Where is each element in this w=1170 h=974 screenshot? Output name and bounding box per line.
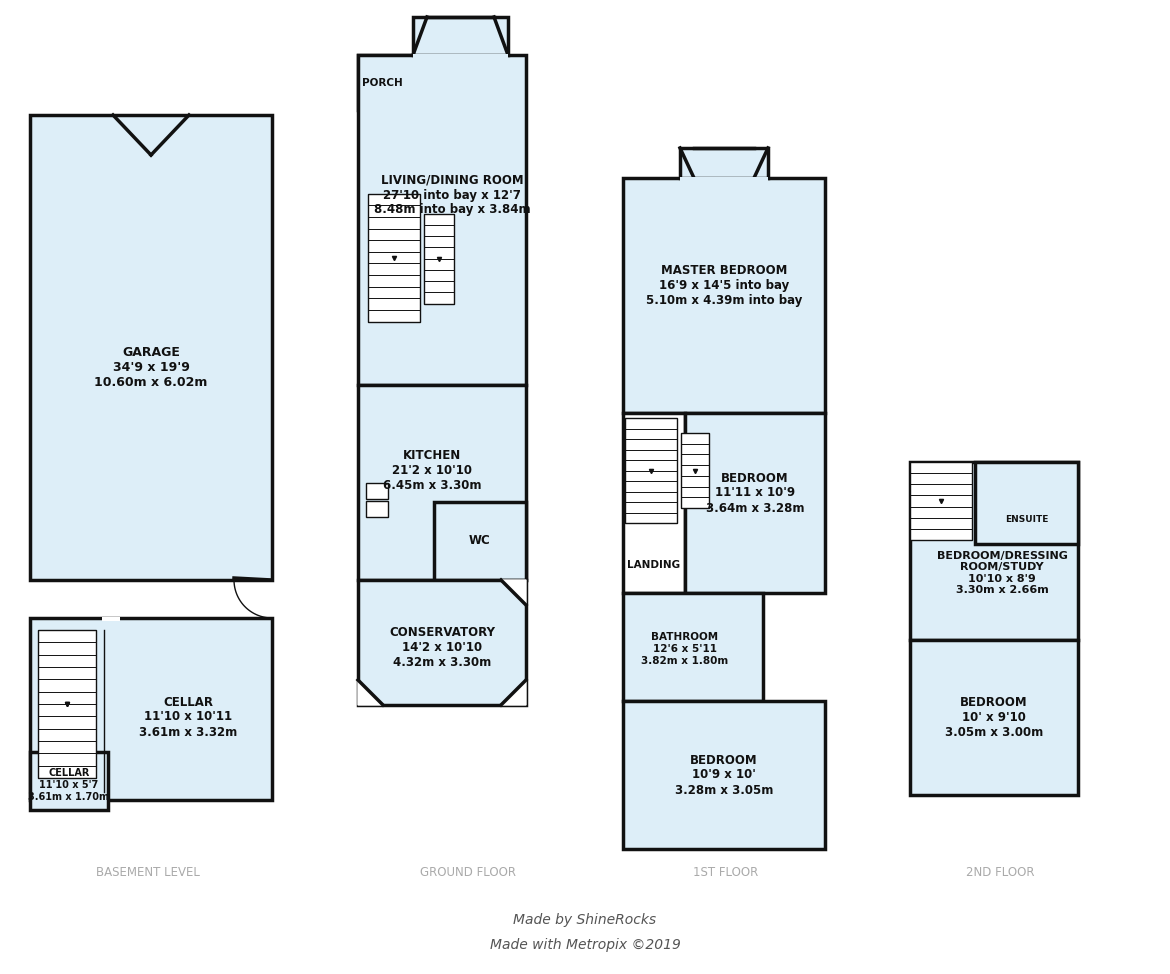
Text: 1ST FLOOR: 1ST FLOOR <box>694 866 758 879</box>
Text: BATHROOM
12'6 x 5'11
3.82m x 1.80m: BATHROOM 12'6 x 5'11 3.82m x 1.80m <box>641 632 729 665</box>
Bar <box>30 618 271 800</box>
Bar <box>910 640 1078 795</box>
Bar <box>434 502 526 580</box>
Text: ENSUITE: ENSUITE <box>1005 514 1048 523</box>
Bar <box>684 413 825 593</box>
Text: GROUND FLOOR: GROUND FLOOR <box>420 866 516 879</box>
Bar <box>366 501 388 516</box>
Bar <box>358 55 526 385</box>
Text: BEDROOM/DRESSING
ROOM/STUDY
10'10 x 8'9
3.30m x 2.66m: BEDROOM/DRESSING ROOM/STUDY 10'10 x 8'9 … <box>936 550 1067 595</box>
Bar <box>102 617 121 620</box>
Bar <box>358 55 431 110</box>
Bar <box>622 178 825 413</box>
Text: Made with Metropix ©2019: Made with Metropix ©2019 <box>489 938 681 952</box>
Bar <box>680 177 768 180</box>
Bar <box>366 482 388 499</box>
Bar <box>622 593 763 701</box>
Text: BEDROOM
10' x 9'10
3.05m x 3.00m: BEDROOM 10' x 9'10 3.05m x 3.00m <box>945 696 1044 739</box>
Bar <box>30 752 108 810</box>
Text: KITCHEN
21'2 x 10'10
6.45m x 3.30m: KITCHEN 21'2 x 10'10 6.45m x 3.30m <box>383 449 481 492</box>
Text: BEDROOM
11'11 x 10'9
3.64m x 3.28m: BEDROOM 11'11 x 10'9 3.64m x 3.28m <box>706 471 804 514</box>
Text: GARAGE
34'9 x 19'9
10.60m x 6.02m: GARAGE 34'9 x 19'9 10.60m x 6.02m <box>95 346 208 389</box>
Bar <box>30 115 271 580</box>
Polygon shape <box>501 580 526 605</box>
Text: CELLAR
11'10 x 10'11
3.61m x 3.32m: CELLAR 11'10 x 10'11 3.61m x 3.32m <box>139 695 238 738</box>
Text: CONSERVATORY
14'2 x 10'10
4.32m x 3.30m: CONSERVATORY 14'2 x 10'10 4.32m x 3.30m <box>388 626 495 669</box>
Bar <box>622 413 684 593</box>
Bar <box>369 194 420 321</box>
Bar <box>622 701 825 849</box>
Bar <box>424 213 454 304</box>
Bar <box>625 418 677 523</box>
Bar <box>413 54 508 57</box>
Text: LIVING/DINING ROOM
27'10 into bay x 12'7
8.48m into bay x 3.84m: LIVING/DINING ROOM 27'10 into bay x 12'7… <box>373 173 530 216</box>
Text: WC: WC <box>469 535 491 547</box>
Text: Made by ShineRocks: Made by ShineRocks <box>514 913 656 927</box>
Polygon shape <box>358 680 383 705</box>
Bar <box>681 433 709 508</box>
Text: PORCH: PORCH <box>362 78 402 88</box>
Bar <box>910 462 972 540</box>
Bar <box>910 462 1078 640</box>
Bar <box>413 17 508 55</box>
Text: 2ND FLOOR: 2ND FLOOR <box>965 866 1034 879</box>
Bar <box>358 580 526 705</box>
Text: LANDING: LANDING <box>627 560 681 570</box>
Text: MASTER BEDROOM
16'9 x 14'5 into bay
5.10m x 4.39m into bay: MASTER BEDROOM 16'9 x 14'5 into bay 5.10… <box>646 264 803 307</box>
Text: BASEMENT LEVEL: BASEMENT LEVEL <box>96 866 200 879</box>
Bar <box>680 148 768 178</box>
Bar <box>358 385 526 580</box>
Polygon shape <box>501 680 526 705</box>
Text: BEDROOM
10'9 x 10'
3.28m x 3.05m: BEDROOM 10'9 x 10' 3.28m x 3.05m <box>675 754 773 797</box>
Bar <box>37 630 96 778</box>
Bar <box>975 462 1078 544</box>
Text: CELLAR
11'10 x 5'7
3.61m x 1.70m: CELLAR 11'10 x 5'7 3.61m x 1.70m <box>28 768 110 802</box>
